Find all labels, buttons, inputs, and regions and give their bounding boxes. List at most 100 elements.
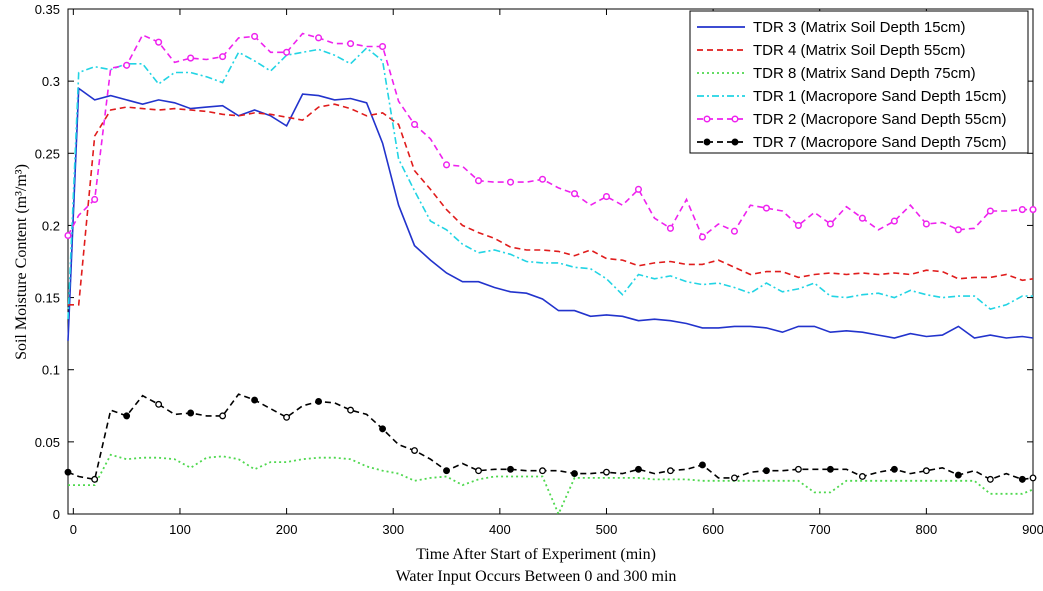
- data-point: [91, 475, 99, 483]
- data-point: [187, 54, 195, 62]
- series-line: [67, 32, 1033, 239]
- data-point: [730, 474, 738, 482]
- data-point: [922, 220, 930, 228]
- series-3: [68, 453, 1034, 517]
- data-point: [986, 207, 994, 215]
- data-point: [219, 412, 227, 420]
- data-point: [858, 214, 866, 222]
- data-point: [826, 465, 834, 473]
- data-point: [858, 473, 866, 480]
- series-line: [68, 453, 1034, 517]
- data-point: [347, 40, 355, 48]
- legend-label: TDR 8 (Matrix Sand Depth 75cm): [753, 65, 976, 82]
- series-2: [68, 103, 1034, 306]
- data-point: [123, 61, 131, 69]
- data-point: [922, 467, 930, 475]
- legend: TDR 3 (Matrix Soil Depth 15cm) TDR 4 (Mat…: [689, 10, 1029, 154]
- y-tick-label: 0.05: [35, 435, 60, 450]
- y-tick-label: 0.1: [42, 363, 60, 378]
- y-tick-label: 0.35: [35, 2, 60, 17]
- data-point: [730, 227, 738, 235]
- data-point: [155, 400, 163, 408]
- data-point: [986, 475, 994, 483]
- data-point: [379, 425, 387, 433]
- data-point: [123, 412, 131, 420]
- y-axis-title: Soil Moisture Content (m³/m³): [13, 164, 30, 360]
- data-point: [187, 409, 195, 417]
- legend-marker: [703, 115, 711, 123]
- legend-marker: [703, 138, 711, 146]
- x-tick-label: 500: [596, 522, 618, 537]
- data-point: [442, 161, 451, 169]
- data-point: [890, 465, 898, 473]
- data-point: [666, 224, 675, 232]
- data-point: [539, 467, 546, 475]
- x-axis-subtitle: Water Input Occurs Between 0 and 300 min: [396, 568, 677, 585]
- y-tick-label: 0.2: [42, 218, 60, 233]
- x-axis-title: Time After Start of Experiment (min): [416, 546, 656, 563]
- data-point: [506, 178, 515, 186]
- legend-label: TDR 4 (Matrix Soil Depth 55cm): [753, 42, 966, 59]
- data-point: [698, 461, 706, 469]
- x-tick-label: 200: [276, 522, 298, 537]
- data-point: [251, 32, 259, 40]
- legend-box: [689, 10, 1029, 154]
- data-point: [315, 34, 323, 42]
- x-tick-label: 0: [70, 522, 77, 537]
- data-point: [794, 465, 802, 473]
- data-point: [1018, 475, 1026, 483]
- data-point: [507, 465, 514, 473]
- legend-label: TDR 2 (Macropore Sand Depth 55cm): [753, 111, 1006, 128]
- data-point: [954, 471, 962, 479]
- data-point: [571, 470, 578, 478]
- data-point: [954, 226, 962, 234]
- data-point: [379, 42, 387, 51]
- data-point: [443, 467, 450, 475]
- x-tick-label: 700: [809, 522, 831, 537]
- data-point: [64, 231, 72, 240]
- data-point: [251, 396, 259, 404]
- x-tick-label: 100: [169, 522, 191, 537]
- data-point: [219, 53, 227, 61]
- x-tick-label: 800: [916, 522, 938, 537]
- data-point: [410, 120, 419, 128]
- y-tick-label: 0.25: [35, 146, 60, 161]
- data-point: [762, 467, 770, 475]
- data-point: [570, 190, 579, 198]
- data-point: [890, 217, 898, 225]
- series-1: [67, 86, 1034, 341]
- data-point: [826, 220, 834, 228]
- data-point: [91, 195, 99, 204]
- data-point: [762, 204, 770, 212]
- data-point: [602, 193, 611, 201]
- data-point: [698, 233, 706, 241]
- y-tick-label: 0: [53, 507, 60, 522]
- data-point: [283, 48, 291, 56]
- data-point: [474, 177, 483, 185]
- data-point: [64, 468, 72, 476]
- legend-marker: [731, 115, 739, 123]
- data-point: [155, 38, 163, 46]
- x-tick-label: 600: [702, 522, 724, 537]
- series-5: [64, 32, 1037, 241]
- y-tick-label: 0.3: [42, 74, 60, 89]
- series-line: [67, 393, 1034, 481]
- data-point: [603, 468, 610, 476]
- data-point: [475, 467, 482, 475]
- data-point: [283, 413, 291, 421]
- x-axis-ticks: 0 100 200 300 400 500 600 700 800 900: [70, 9, 1043, 537]
- data-point: [635, 465, 642, 473]
- legend-marker: [731, 138, 739, 146]
- data-point: [411, 447, 418, 454]
- data-point: [315, 398, 323, 405]
- data-point: [794, 221, 802, 229]
- data-point: [634, 185, 643, 193]
- data-point: [667, 467, 674, 475]
- series-6: [64, 393, 1037, 483]
- series-line: [68, 103, 1034, 306]
- data-point: [1018, 206, 1026, 214]
- data-point: [538, 175, 547, 183]
- x-tick-label: 300: [382, 522, 404, 537]
- data-point: [1029, 206, 1037, 214]
